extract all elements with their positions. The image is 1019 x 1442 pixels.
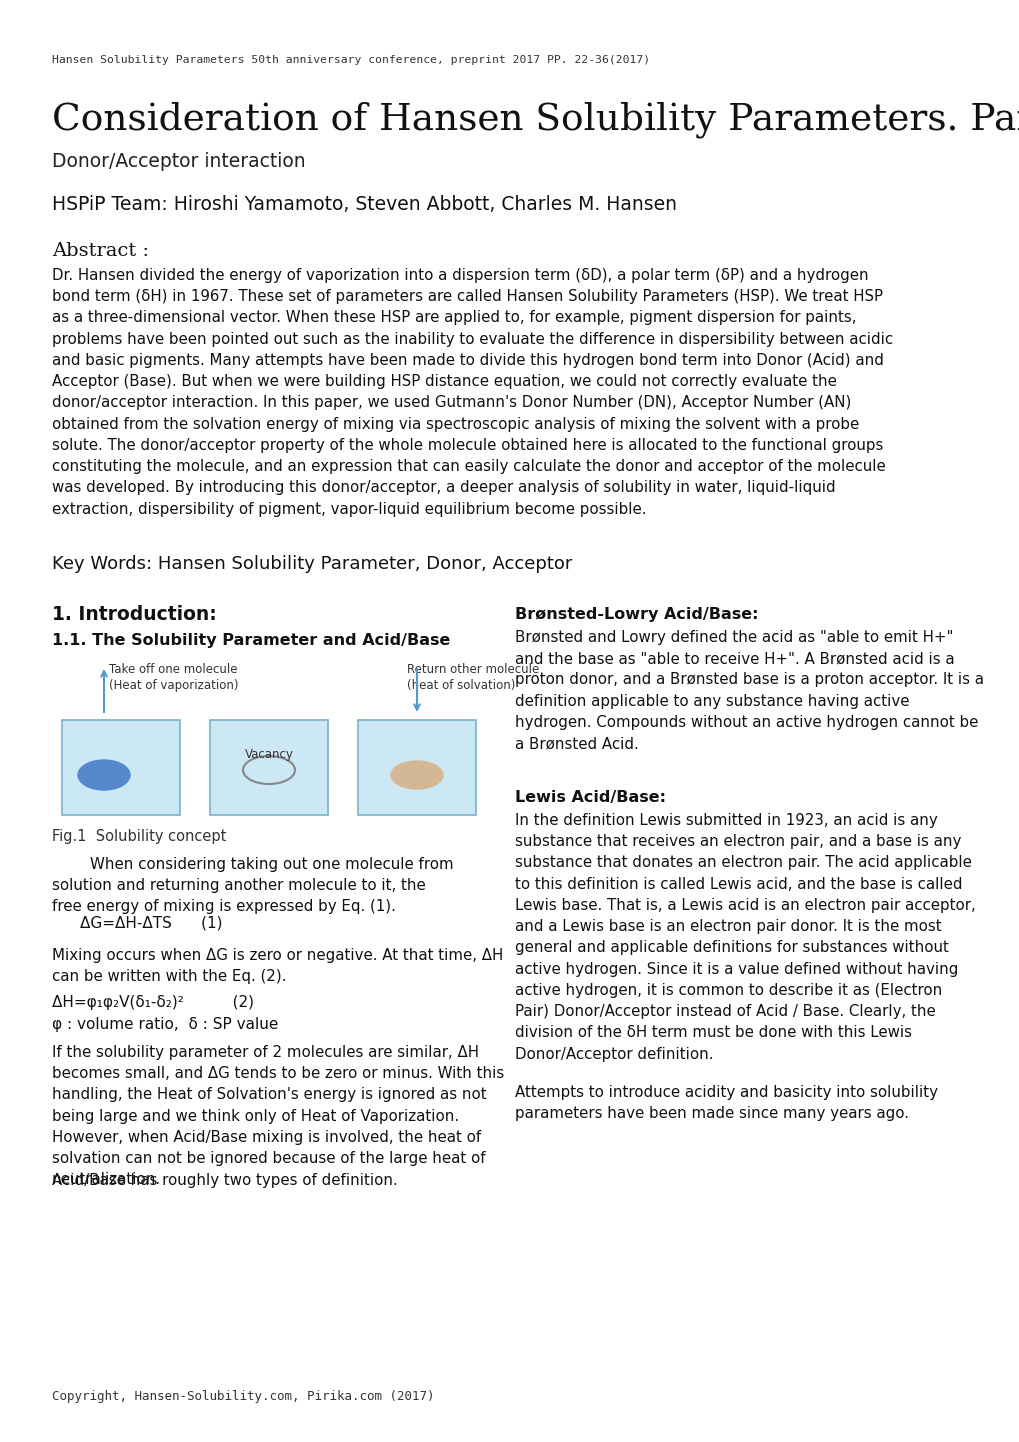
Text: ΔG=ΔH-ΔTS      (1): ΔG=ΔH-ΔTS (1) [79, 916, 222, 930]
Text: Mixing occurs when ΔG is zero or negative. At that time, ΔH
can be written with : Mixing occurs when ΔG is zero or negativ… [52, 947, 502, 985]
Text: φ : volume ratio,  δ : SP value: φ : volume ratio, δ : SP value [52, 1017, 278, 1032]
Text: Return other molecule
(heat of solvation): Return other molecule (heat of solvation… [407, 663, 539, 692]
Text: Brønsted and Lowry defined the acid as "able to emit H+"
and the base as "able t: Brønsted and Lowry defined the acid as "… [515, 630, 983, 751]
Text: If the solubility parameter of 2 molecules are similar, ΔH
becomes small, and ΔG: If the solubility parameter of 2 molecul… [52, 1045, 503, 1187]
Text: Acid/Base has roughly two types of definition.: Acid/Base has roughly two types of defin… [52, 1172, 397, 1188]
Text: 1.1. The Solubility Parameter and Acid/Base: 1.1. The Solubility Parameter and Acid/B… [52, 633, 450, 647]
Text: When considering taking out one molecule from
solution and returning another mol: When considering taking out one molecule… [52, 857, 453, 914]
Text: Vacancy: Vacancy [245, 748, 293, 761]
Text: Lewis Acid/Base:: Lewis Acid/Base: [515, 790, 665, 805]
Text: Brønsted-Lowry Acid/Base:: Brønsted-Lowry Acid/Base: [515, 607, 758, 622]
Text: In the definition Lewis submitted in 1923, an acid is any
substance that receive: In the definition Lewis submitted in 192… [515, 813, 975, 1061]
Text: Donor/Acceptor interaction: Donor/Acceptor interaction [52, 151, 306, 172]
Text: Copyright, Hansen-Solubility.com, Pirika.com (2017): Copyright, Hansen-Solubility.com, Pirika… [52, 1390, 434, 1403]
Text: 1. Introduction:: 1. Introduction: [52, 606, 217, 624]
Text: Abstract :: Abstract : [52, 242, 149, 260]
Ellipse shape [390, 761, 442, 789]
Text: Fig.1  Solubility concept: Fig.1 Solubility concept [52, 829, 226, 844]
Bar [358, 720, 476, 815]
Text: Attempts to introduce acidity and basicity into solubility
parameters have been : Attempts to introduce acidity and basici… [515, 1084, 937, 1122]
Bar [210, 720, 328, 815]
Text: HSPiP Team: Hiroshi Yamamoto, Steven Abbott, Charles M. Hansen: HSPiP Team: Hiroshi Yamamoto, Steven Abb… [52, 195, 677, 213]
Text: ΔH=φ₁φ₂V(δ₁-δ₂)²          (2): ΔH=φ₁φ₂V(δ₁-δ₂)² (2) [52, 995, 254, 1009]
Bar [62, 720, 179, 815]
Text: Hansen Solubility Parameters 50th anniversary conference, preprint 2017 PP. 22-3: Hansen Solubility Parameters 50th annive… [52, 55, 649, 65]
Text: Key Words: Hansen Solubility Parameter, Donor, Acceptor: Key Words: Hansen Solubility Parameter, … [52, 555, 572, 572]
Text: Dr. Hansen divided the energy of vaporization into a dispersion term (δD), a pol: Dr. Hansen divided the energy of vaporiz… [52, 268, 893, 516]
Ellipse shape [77, 760, 129, 790]
Text: Take off one molecule
(Heat of vaporization): Take off one molecule (Heat of vaporizat… [109, 663, 238, 692]
Text: Consideration of Hansen Solubility Parameters. Part 3: Consideration of Hansen Solubility Param… [52, 102, 1019, 138]
